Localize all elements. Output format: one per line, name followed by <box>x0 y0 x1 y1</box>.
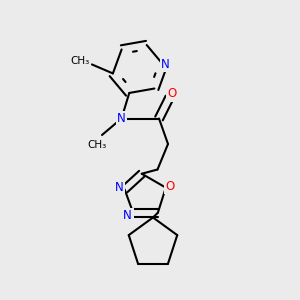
Text: N: N <box>123 209 132 222</box>
Text: N: N <box>161 58 170 71</box>
Text: O: O <box>167 87 176 101</box>
Text: CH₃: CH₃ <box>88 140 107 151</box>
Text: N: N <box>117 112 126 125</box>
Text: O: O <box>166 180 175 193</box>
Text: N: N <box>115 181 124 194</box>
Text: CH₃: CH₃ <box>71 56 90 66</box>
